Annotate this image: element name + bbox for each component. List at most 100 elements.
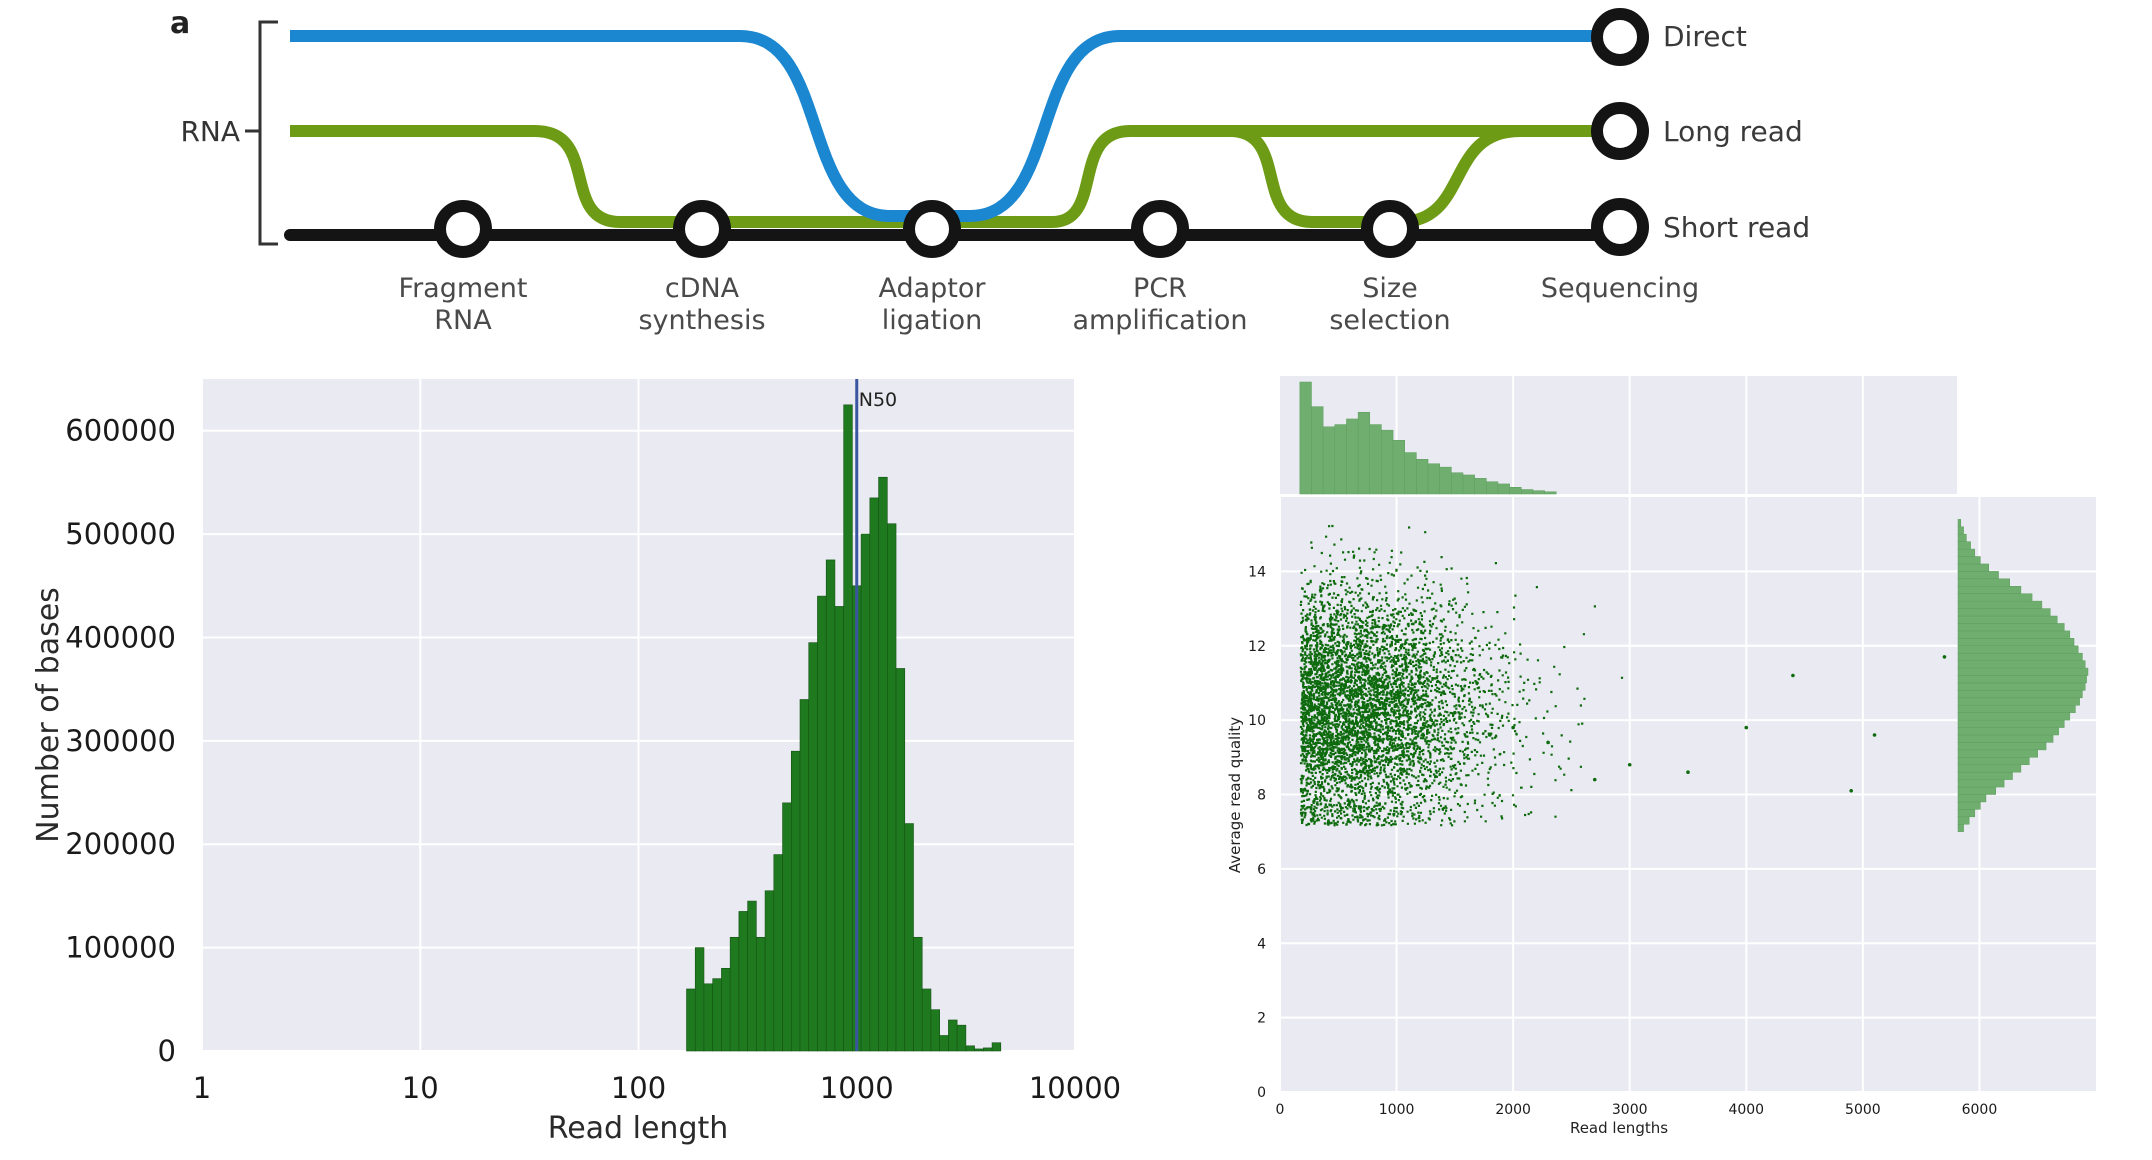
marginal-y-bar: [1957, 734, 2054, 743]
marginal-y-bar: [1957, 749, 2038, 758]
marginal-y-bar: [1957, 541, 1971, 550]
stage-label: Adaptor ligation: [878, 273, 986, 336]
marginal-y-bar: [1957, 786, 1996, 795]
histogram-x-tick-label: 100: [611, 1071, 666, 1105]
histogram-bar: [721, 967, 731, 1052]
histogram-y-ticks: 0 100000 200000 300000 400000 500000 600000: [65, 414, 176, 1068]
scatter-point: [1336, 673, 1341, 678]
stage-node-fragment-rna: [434, 200, 492, 258]
marginal-y-bar: [1957, 645, 2079, 654]
histogram-gridlines: [201, 379, 1076, 1052]
scatter-point: [1319, 688, 1323, 693]
marginal-y-bar: [1957, 816, 1970, 825]
scatter-x-ticks: 0 1000 2000 3000 4000 5000 6000: [1276, 1102, 1998, 1118]
route-line-long-read: [290, 125, 1622, 228]
scatter-point: [1383, 703, 1387, 708]
rna-bracket: [258, 20, 278, 246]
histogram-y-tick-label: 500000: [65, 517, 176, 551]
scatter-point: [1744, 725, 1749, 730]
histogram-bar: [869, 497, 879, 1052]
marginal-y-bar: [1957, 712, 2071, 721]
marginal-y-bar: [1957, 556, 1981, 565]
stage-label-line: synthesis: [638, 305, 765, 336]
histogram-bar: [878, 476, 888, 1052]
histogram-x-tick-label: 10: [402, 1071, 439, 1105]
histogram-bar: [930, 1009, 940, 1052]
scatter-y-tick-label: 6: [1257, 862, 1266, 878]
scatter-point: [1592, 777, 1597, 782]
scatter-point-cloud: [1299, 524, 1624, 827]
end-node-short-read: [1591, 198, 1649, 256]
marginal-y-bar: [1957, 586, 2022, 594]
scatter-x-tick-label: 3000: [1612, 1102, 1648, 1118]
histogram-bar: [887, 523, 897, 1052]
stage-label: Fragment RNA: [399, 273, 528, 336]
marginal-y-bar: [1957, 771, 2013, 780]
scatter-x-tick-label: 4000: [1728, 1102, 1764, 1118]
marginal-y-bar: [1957, 719, 2065, 728]
stage-node-cdna-synthesis: [673, 200, 731, 258]
histogram-bar: [738, 911, 748, 1052]
marginal-y-bar: [1957, 630, 2071, 639]
scatter-y-tick-label: 8: [1257, 788, 1266, 804]
histogram-x-tick-label: 1000: [820, 1071, 894, 1105]
histogram-bar: [703, 983, 714, 1052]
marginal-y-bar: [1957, 675, 2087, 684]
stage-label-line: PCR: [1133, 273, 1187, 304]
marginal-x-histogram: [1299, 381, 1557, 495]
scatter-point: [1627, 762, 1632, 767]
marginal-y-bar: [1957, 779, 2005, 788]
scatter-x-tick-label: 5000: [1845, 1102, 1881, 1118]
scatter-point: [1511, 725, 1515, 730]
marginal-x-bar: [1369, 424, 1382, 495]
scatter-point: [1453, 710, 1457, 715]
histogram-bar: [686, 988, 696, 1052]
histogram-bar: [913, 936, 923, 1052]
marginal-x-bar: [1521, 489, 1534, 495]
marginal-x-bar: [1439, 466, 1452, 495]
histogram-bar: [983, 1047, 993, 1052]
histogram-bar: [948, 1019, 958, 1052]
histogram-bar: [817, 595, 827, 1052]
marginal-y-histogram: [1957, 519, 2089, 832]
marginal-y-bar: [1957, 705, 2076, 713]
histogram-bar: [965, 1045, 975, 1052]
marginal-x-bar: [1416, 459, 1429, 495]
scatter-point: [1872, 733, 1877, 737]
marginal-x-bar: [1474, 478, 1487, 495]
marginal-y-bar: [1957, 742, 2047, 751]
histogram-bar: [694, 947, 705, 1052]
marginal-y-bar: [1957, 593, 2033, 602]
histogram-bar: [956, 1024, 967, 1052]
stage-label-line: Adaptor: [878, 273, 986, 304]
marginal-y-bar: [1957, 571, 1999, 580]
marginal-y-bar: [1957, 809, 1976, 818]
stage-node-adaptor-ligation: [903, 200, 961, 258]
route-label-long-read: Long read: [1663, 115, 1803, 148]
scatter-y-tick-label: 2: [1257, 1011, 1266, 1027]
histogram-y-tick-label: 600000: [65, 414, 176, 448]
stage-label-line: ligation: [882, 305, 982, 336]
scatter-y-tick-label: 4: [1257, 936, 1266, 952]
histogram-bar: [895, 668, 906, 1052]
marginal-x-bar: [1322, 426, 1336, 495]
scatter-x-tick-label: 2000: [1495, 1102, 1531, 1118]
quality-vs-length-jointplot: 0 2 4 6 8 10 12 14 0 1000 2000 3000 4000 5000 6000 Re…: [1226, 376, 2096, 1137]
histogram-y-tick-label: 400000: [65, 620, 176, 654]
marginal-y-bar: [1957, 682, 2086, 691]
scatter-y-axis-title: Average read quality: [1226, 717, 1244, 873]
scatter-point: [1546, 740, 1550, 745]
stage-label-line: RNA: [434, 305, 492, 336]
marginal-y-bar: [1957, 563, 1990, 572]
marginal-x-bar: [1346, 418, 1359, 495]
marginal-y-bar: [1957, 600, 2043, 609]
marginal-y-bar: [1957, 519, 1962, 527]
histogram-y-tick-label: 0: [158, 1034, 176, 1068]
marginal-y-bar: [1957, 608, 2051, 617]
marginal-y-bar: [1957, 757, 2030, 765]
marginal-x-bar: [1404, 452, 1417, 495]
histogram-bar: [756, 936, 766, 1052]
histogram-bar: [921, 988, 932, 1052]
scatter-point: [1849, 788, 1853, 793]
scatter-x-tick-label: 6000: [1962, 1102, 1998, 1118]
